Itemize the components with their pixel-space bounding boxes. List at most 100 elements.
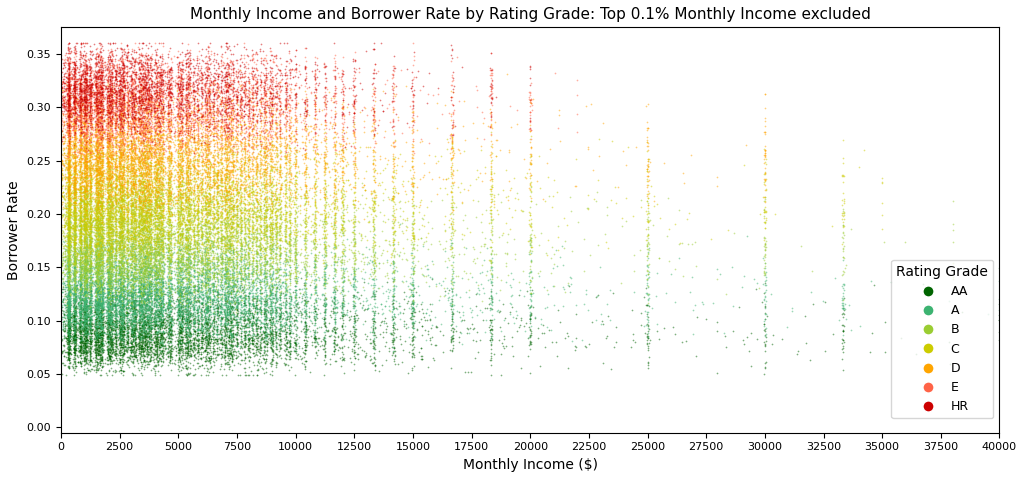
- Point: [223, 166, 240, 173]
- Point: [137, 164, 154, 172]
- Point: [444, 291, 461, 299]
- Point: [120, 114, 136, 121]
- Point: [163, 71, 179, 79]
- Point: [176, 340, 193, 347]
- Point: [225, 306, 242, 314]
- Point: [264, 84, 281, 92]
- Point: [135, 132, 152, 139]
- Point: [115, 160, 131, 168]
- Point: [104, 254, 121, 262]
- Point: [78, 284, 94, 291]
- Point: [169, 191, 185, 198]
- Point: [78, 116, 94, 124]
- Point: [184, 264, 201, 272]
- Point: [73, 87, 89, 94]
- Point: [94, 256, 111, 263]
- Point: [241, 95, 257, 103]
- Point: [257, 183, 273, 191]
- Point: [101, 307, 118, 315]
- Point: [78, 299, 94, 307]
- Point: [253, 221, 269, 229]
- Point: [101, 247, 118, 254]
- Point: [220, 60, 237, 68]
- Point: [131, 209, 147, 217]
- Point: [191, 217, 208, 225]
- Point: [79, 166, 95, 173]
- Point: [77, 266, 93, 274]
- Point: [222, 284, 239, 292]
- Point: [111, 166, 127, 173]
- Point: [220, 189, 237, 197]
- Point: [66, 79, 82, 86]
- Point: [154, 119, 170, 126]
- Point: [66, 227, 82, 235]
- Point: [317, 294, 334, 301]
- Point: [163, 199, 179, 206]
- Point: [102, 240, 119, 248]
- Point: [76, 174, 92, 182]
- Point: [194, 215, 210, 222]
- Point: [110, 191, 126, 198]
- Point: [221, 333, 238, 341]
- Point: [522, 268, 539, 275]
- Point: [72, 325, 88, 332]
- Point: [205, 202, 221, 209]
- Point: [60, 289, 77, 297]
- Point: [189, 277, 206, 285]
- Point: [56, 280, 73, 287]
- Point: [163, 172, 179, 180]
- Point: [217, 87, 233, 95]
- Point: [113, 348, 129, 356]
- Point: [502, 281, 518, 288]
- Point: [345, 99, 361, 107]
- Point: [63, 189, 80, 196]
- Point: [161, 244, 177, 251]
- Point: [72, 76, 88, 84]
- Point: [217, 73, 233, 80]
- Point: [181, 278, 198, 286]
- Point: [327, 51, 343, 58]
- Point: [229, 187, 246, 194]
- Point: [72, 214, 88, 221]
- Point: [334, 225, 350, 232]
- Point: [257, 154, 273, 162]
- Point: [134, 148, 151, 156]
- Point: [130, 107, 146, 114]
- Point: [58, 84, 75, 92]
- Point: [248, 316, 264, 323]
- Point: [77, 173, 93, 181]
- Point: [92, 202, 109, 210]
- Point: [73, 80, 89, 88]
- Point: [61, 324, 78, 331]
- Point: [120, 237, 136, 245]
- Point: [79, 336, 95, 344]
- Point: [200, 329, 216, 337]
- Point: [287, 66, 303, 73]
- Point: [231, 371, 248, 378]
- Point: [59, 152, 76, 160]
- Point: [90, 132, 106, 139]
- Point: [271, 345, 288, 353]
- Point: [89, 45, 105, 52]
- Point: [194, 98, 210, 106]
- Point: [94, 288, 111, 296]
- Point: [58, 344, 75, 352]
- Point: [153, 206, 169, 214]
- Point: [88, 177, 104, 184]
- Point: [134, 342, 151, 350]
- Point: [213, 238, 229, 245]
- Point: [216, 184, 232, 192]
- Point: [238, 220, 254, 228]
- Point: [171, 212, 187, 220]
- Point: [133, 230, 150, 238]
- Point: [141, 183, 158, 191]
- Point: [173, 152, 189, 160]
- Point: [60, 242, 77, 250]
- Point: [61, 226, 78, 234]
- Point: [172, 296, 188, 303]
- Point: [140, 250, 157, 257]
- Point: [126, 264, 142, 272]
- Point: [446, 302, 463, 309]
- Point: [80, 326, 96, 334]
- Point: [185, 244, 202, 251]
